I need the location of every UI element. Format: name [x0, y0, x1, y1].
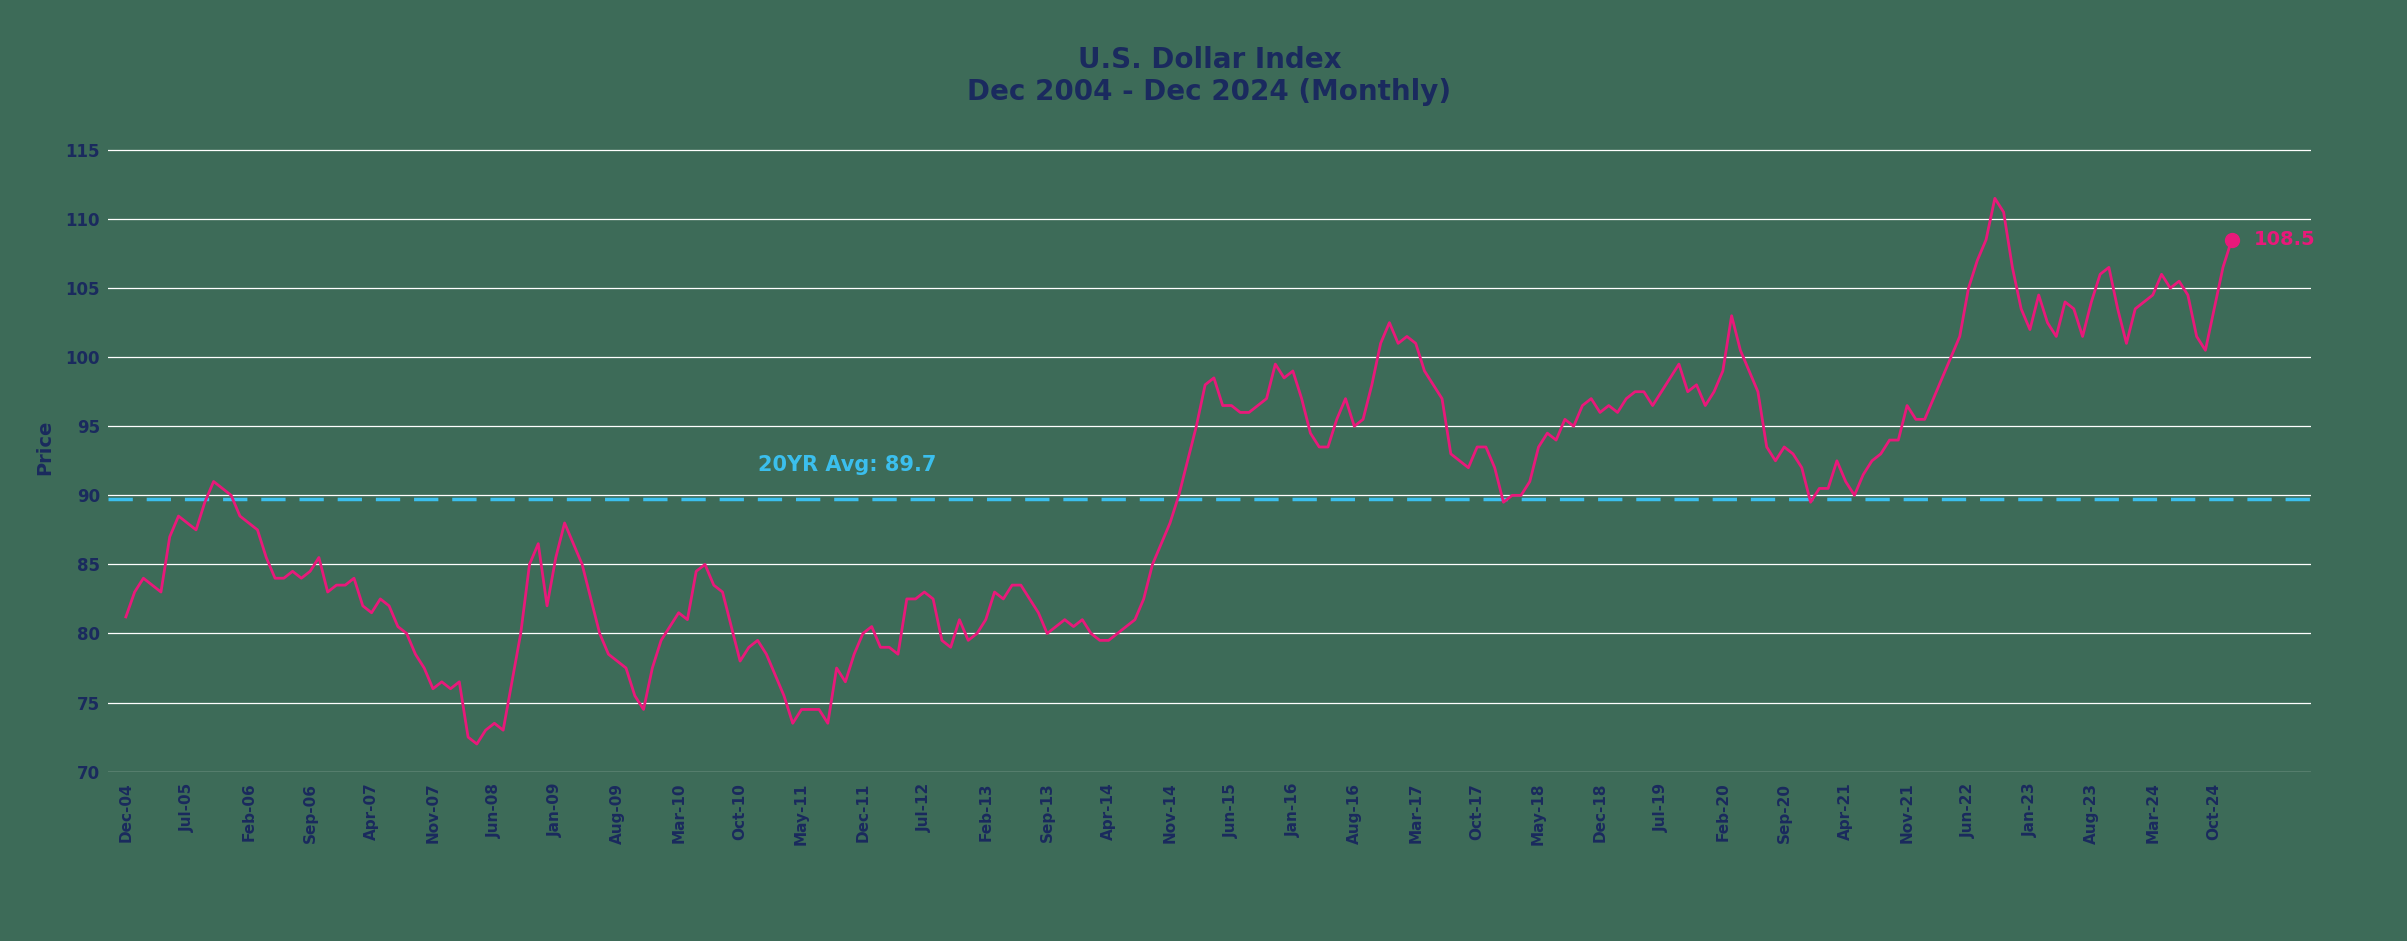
- Title: U.S. Dollar Index
Dec 2004 - Dec 2024 (Monthly): U.S. Dollar Index Dec 2004 - Dec 2024 (M…: [968, 46, 1451, 106]
- Text: 108.5: 108.5: [2253, 231, 2316, 249]
- Y-axis label: Price: Price: [36, 420, 55, 474]
- Text: 20YR Avg: 89.7: 20YR Avg: 89.7: [758, 455, 936, 474]
